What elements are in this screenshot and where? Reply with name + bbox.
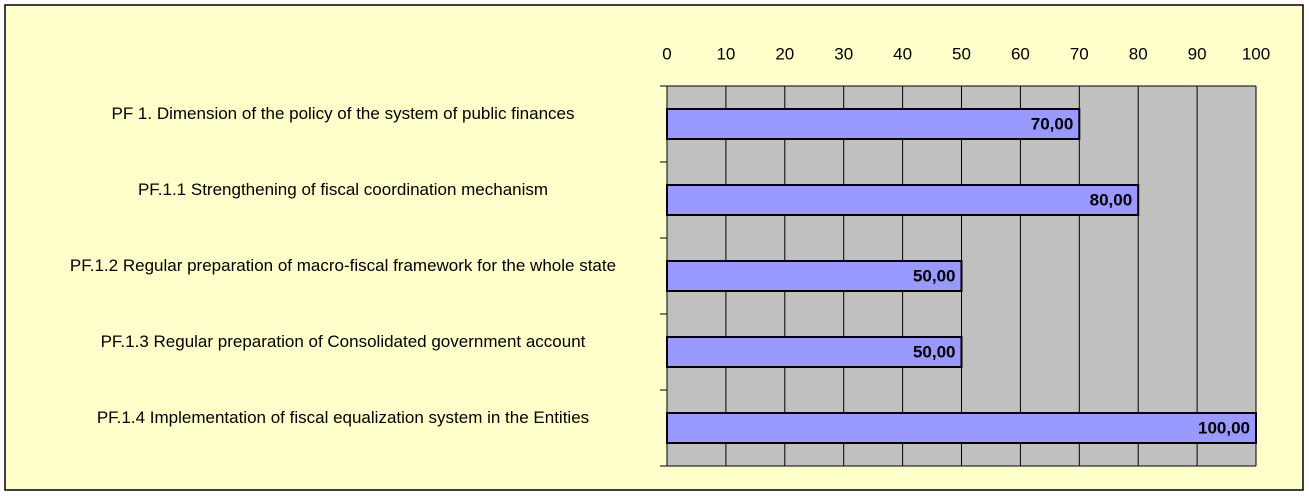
x-tick-label: 70 xyxy=(1070,44,1089,63)
bar xyxy=(666,184,1140,216)
category-label: PF.1.1 Strengthening of fiscal coordinat… xyxy=(137,180,549,199)
category-label: PF.1.3 Regular preparation of Consolidat… xyxy=(100,332,586,351)
bar xyxy=(666,260,963,292)
data-label: 80,00 xyxy=(1090,190,1133,209)
x-tick-label: 90 xyxy=(1188,44,1207,63)
x-tick-label: 100 xyxy=(1242,44,1270,63)
data-label: 50,00 xyxy=(913,342,956,361)
category-label: PF 1. Dimension of the policy of the sys… xyxy=(111,104,575,123)
category-label: PF.1.2 Regular preparation of macro-fisc… xyxy=(69,256,617,275)
x-tick-label: 50 xyxy=(952,44,971,63)
data-label: 50,00 xyxy=(913,266,956,285)
x-tick-label: 60 xyxy=(1011,44,1030,63)
x-tick-label: 10 xyxy=(716,44,735,63)
data-label: 100,00 xyxy=(1198,418,1250,437)
x-tick-label: 0 xyxy=(662,44,671,63)
category-label: PF.1.4 Implementation of fiscal equaliza… xyxy=(96,408,590,427)
x-tick-label: 30 xyxy=(834,44,853,63)
bar xyxy=(666,336,963,368)
x-tick-label: 20 xyxy=(775,44,794,63)
bar xyxy=(666,108,1081,140)
x-tick-label: 80 xyxy=(1129,44,1148,63)
bar xyxy=(666,412,1257,444)
data-label: 70,00 xyxy=(1031,114,1074,133)
x-tick-label: 40 xyxy=(893,44,912,63)
